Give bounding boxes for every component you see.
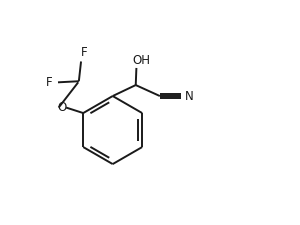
Text: F: F	[81, 46, 87, 59]
Text: N: N	[185, 90, 194, 103]
Text: O: O	[58, 101, 67, 114]
Text: OH: OH	[133, 54, 151, 68]
Text: F: F	[46, 76, 53, 89]
